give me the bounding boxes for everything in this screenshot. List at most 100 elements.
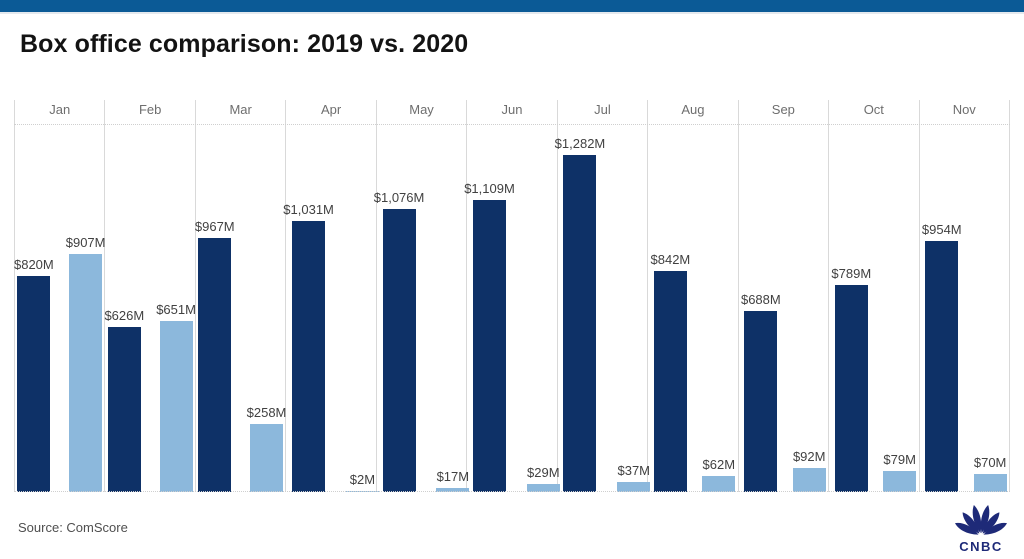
bar-2020	[250, 424, 284, 492]
bar-value-label: $651M	[156, 302, 196, 317]
bar-group-2020: $37M	[617, 463, 651, 492]
bar-group-2020: $92M	[792, 449, 826, 492]
bar-value-label: $1,031M	[283, 202, 334, 217]
bar-chart: Jan $820M $907M Feb $626M $651M Mar $967M $258M A…	[14, 100, 1010, 492]
x-axis-tick-label: Mar	[229, 102, 252, 117]
month-column: Aug $842M $62M	[648, 100, 739, 492]
bar-group-2020: $651M	[156, 302, 196, 492]
bar-pair: $626M $651M	[104, 124, 196, 492]
bar-2020	[973, 474, 1007, 492]
bar-group-2020: $907M	[66, 235, 105, 492]
month-column: Oct $789M $79M	[829, 100, 920, 492]
month-column: Jan $820M $907M	[14, 100, 105, 492]
month-column: Sep $688M $92M	[739, 100, 830, 492]
source-credit: Source: ComScore	[18, 520, 128, 535]
x-axis-tick-label: Jan	[49, 102, 71, 117]
cnbc-logo-text: CNBC	[959, 539, 1003, 554]
bar-group-2019: $954M	[922, 222, 962, 492]
bar-2019	[198, 238, 232, 492]
bar-pair: $688M $92M	[739, 124, 828, 492]
bar-value-label: $37M	[617, 463, 651, 478]
bar-2019	[653, 271, 687, 492]
bar-pair: $967M $258M	[195, 124, 286, 492]
bar-2019	[292, 221, 326, 492]
bar-value-label: $1,109M	[464, 181, 515, 196]
bar-2019	[744, 311, 778, 492]
bar-group-2019: $1,076M	[373, 190, 425, 492]
chart-baseline	[14, 491, 1010, 492]
bar-pair: $842M $62M	[648, 124, 737, 492]
bar-2020	[526, 484, 560, 492]
bar-group-2020: $70M	[973, 455, 1007, 492]
month-columns: Jan $820M $907M Feb $626M $651M Mar $967M $258M A…	[14, 100, 1010, 492]
chart-title: Box office comparison: 2019 vs. 2020	[20, 30, 469, 58]
bar-value-label: $967M	[194, 219, 235, 234]
bar-value-label: $1,076M	[373, 190, 425, 205]
peacock-icon	[954, 504, 1008, 535]
x-axis-tick-label: Sep	[771, 102, 795, 117]
month-column: Jun $1,109M $29M	[464, 100, 560, 492]
month-column: May $1,076M $17M	[373, 100, 470, 492]
bar-2019	[107, 327, 141, 492]
bar-value-label: $789M	[831, 266, 872, 281]
bar-value-label: $842M	[650, 252, 691, 267]
bar-value-label: $688M	[740, 292, 781, 307]
bar-group-2020: $258M	[247, 405, 286, 492]
bar-value-label: $92M	[792, 449, 826, 464]
bar-2019	[382, 209, 416, 492]
bar-group-2019: $1,282M	[554, 136, 606, 492]
x-axis-tick-label: Jun	[501, 102, 523, 117]
bar-2019	[925, 241, 959, 492]
bar-value-label: $954M	[921, 222, 962, 237]
bar-pair: $1,076M $17M	[373, 124, 470, 492]
bar-pair: $1,282M $37M	[554, 124, 651, 492]
bar-2020	[436, 488, 470, 492]
bar-value-label: $79M	[883, 452, 916, 467]
bar-value-label: $1,282M	[554, 136, 606, 151]
bar-value-label: $70M	[973, 455, 1007, 470]
bar-group-2020: $62M	[702, 457, 736, 492]
bar-group-2019: $688M	[741, 292, 781, 492]
bar-pair: $1,109M $29M	[464, 124, 560, 492]
bar-2020	[792, 468, 826, 492]
month-column: Apr $1,031M $2M	[283, 100, 379, 492]
bar-2020	[617, 482, 651, 492]
bar-group-2019: $842M	[650, 252, 691, 492]
x-axis-tick-label: Feb	[138, 102, 162, 117]
bar-value-label: $626M	[104, 308, 145, 323]
bar-value-label: $2M	[349, 472, 376, 487]
bar-value-label: $820M	[13, 257, 54, 272]
bar-pair: $820M $907M	[14, 124, 105, 492]
cnbc-logo: CNBC	[950, 503, 1012, 553]
bar-value-label: $29M	[527, 465, 560, 480]
x-axis-tick-label: Nov	[952, 102, 976, 117]
bar-group-2019: $820M	[14, 257, 54, 492]
bar-2019	[563, 155, 597, 492]
month-column: Jul $1,282M $37M	[554, 100, 651, 492]
bar-2019	[473, 200, 506, 492]
bar-2019	[834, 285, 868, 492]
bar-group-2019: $967M	[195, 219, 235, 492]
bar-pair: $954M $70M	[920, 124, 1009, 492]
bar-group-2020: $79M	[883, 452, 917, 492]
bar-value-label: $62M	[702, 457, 736, 472]
bar-2020	[159, 321, 193, 492]
bar-pair: $789M $79M	[829, 124, 918, 492]
bar-2020	[883, 471, 917, 492]
x-axis-tick-label: Oct	[863, 102, 884, 117]
month-column: Mar $967M $258M	[195, 100, 286, 492]
bar-pair: $1,031M $2M	[283, 124, 379, 492]
month-column: Nov $954M $70M	[920, 100, 1010, 492]
bar-group-2019: $626M	[104, 308, 144, 492]
chart-top-gridline	[14, 124, 1010, 125]
bar-value-label: $17M	[436, 469, 470, 484]
bar-2020	[69, 254, 103, 492]
bar-group-2019: $1,031M	[283, 202, 334, 492]
x-axis-tick-label: Apr	[320, 102, 342, 117]
bar-2019	[17, 276, 51, 492]
bar-group-2020: $29M	[526, 465, 560, 492]
x-axis-tick-label: Jul	[594, 102, 611, 117]
x-axis-tick-label: May	[409, 102, 434, 117]
bar-group-2019: $1,109M	[464, 181, 515, 492]
